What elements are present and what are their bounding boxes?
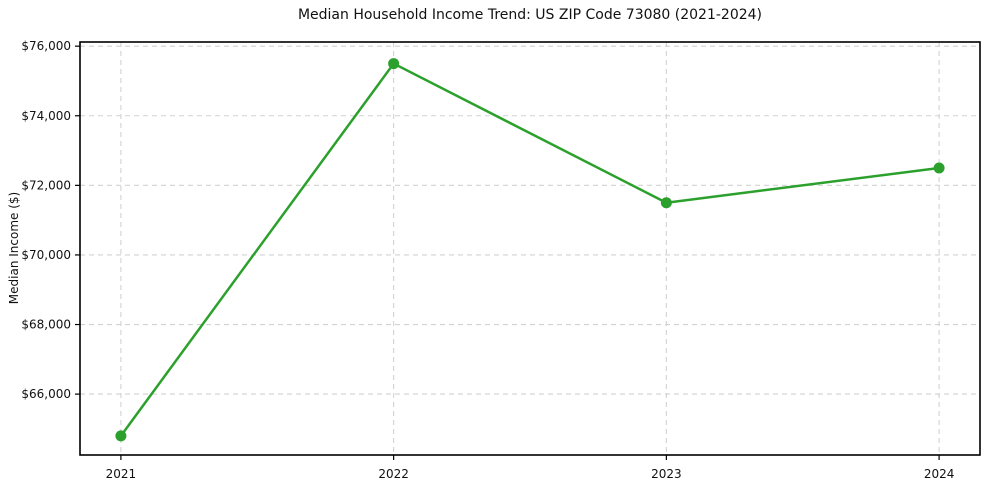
data-point [115,430,127,442]
y-tick-label: $70,000 [21,248,71,262]
trend-line [119,62,941,438]
plot-border [79,41,981,456]
x-tick-label: 2021 [106,467,137,481]
y-tick-label: $72,000 [21,178,71,192]
data-point [933,162,945,174]
x-tick-label: 2023 [651,467,682,481]
x-tick-label: 2024 [924,467,955,481]
y-tick-label: $76,000 [21,39,71,53]
data-point [660,197,672,209]
y-tick-label: $66,000 [21,387,71,401]
data-point [388,58,400,70]
x-tick-label: 2022 [378,467,409,481]
chart-title: Median Household Income Trend: US ZIP Co… [297,7,763,23]
y-tick-label: $74,000 [21,109,71,123]
y-tick-label: $68,000 [21,318,71,332]
